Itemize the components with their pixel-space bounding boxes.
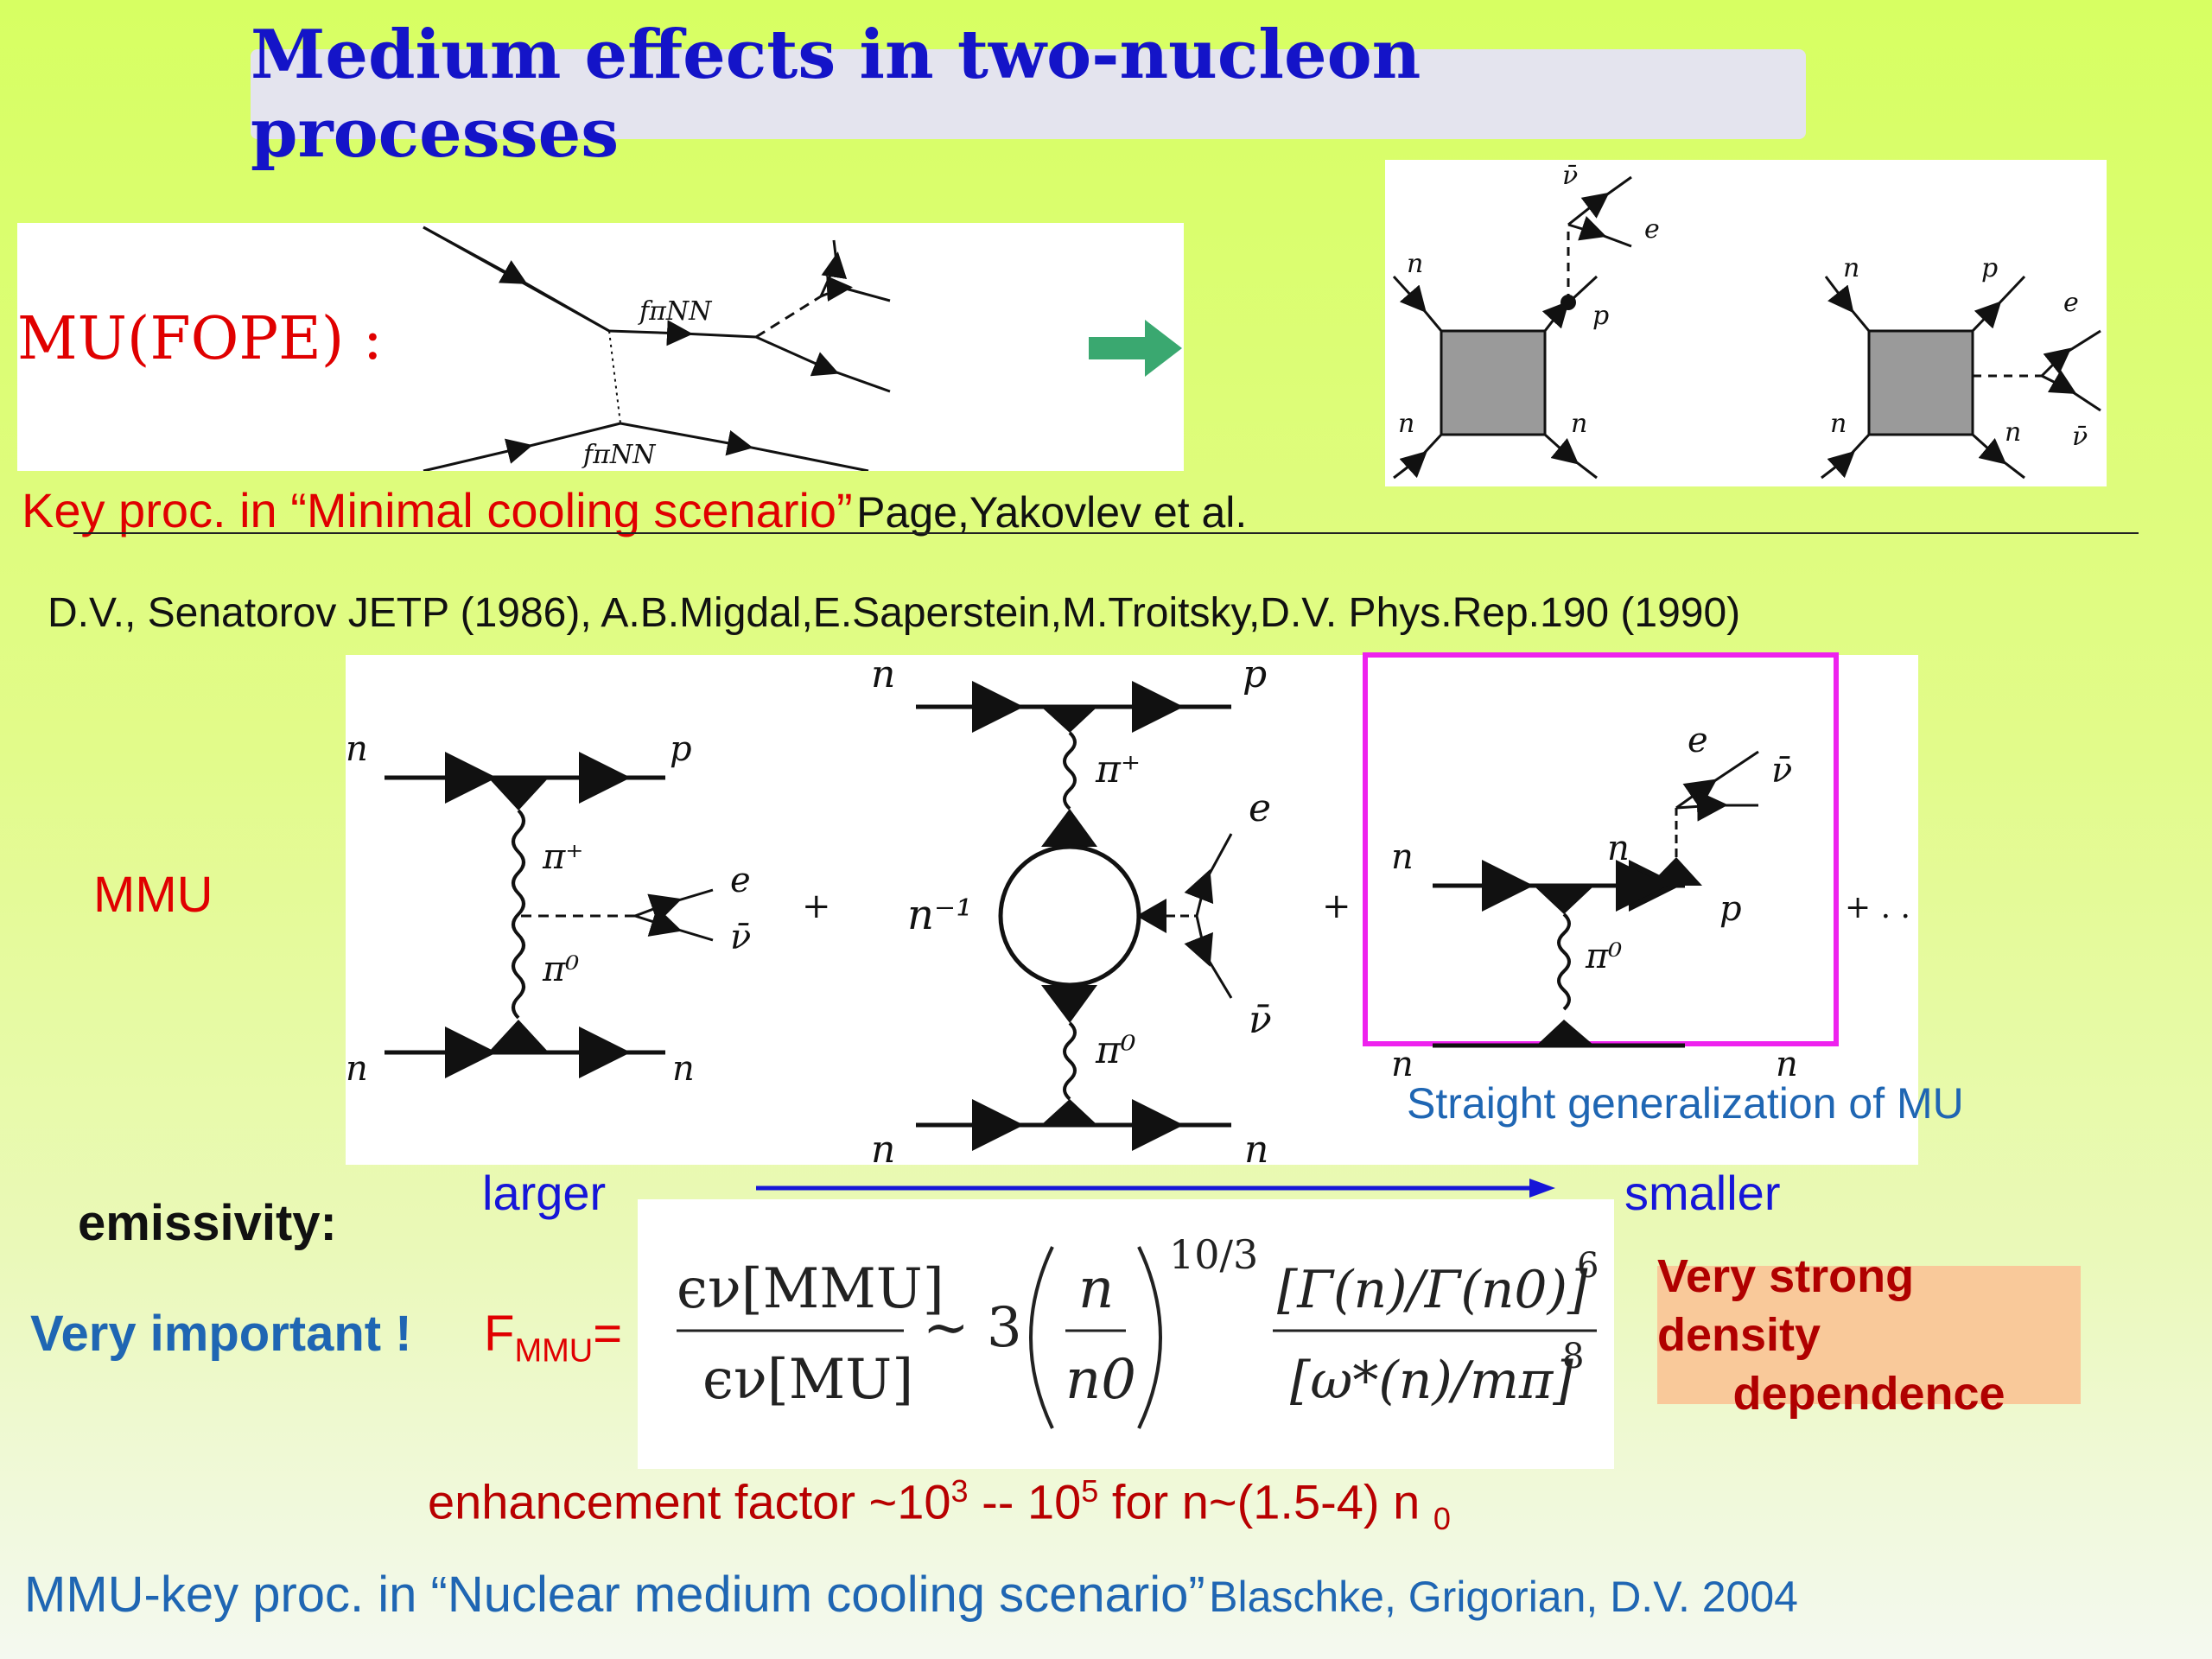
d3-nbl: n — [1391, 1045, 1414, 1084]
f-mmu-eq: = — [593, 1306, 623, 1362]
box-diagrams-panel: ν̄ e n p n n n p e n n ν̄ — [1385, 160, 2107, 486]
d3-nl: n — [1391, 837, 1414, 877]
f-mmu-f: F — [484, 1306, 515, 1362]
rd-p: p — [1981, 253, 1998, 283]
d2-pizero: π⁰ — [1095, 1028, 1136, 1072]
scale-smaller: smaller — [1624, 1166, 1781, 1220]
ld-e: e — [1644, 214, 1660, 245]
page-title: Medium effects in two-nucleon processes — [251, 16, 1806, 173]
enh-sub: 0 — [1433, 1500, 1451, 1536]
enh-mid: -- 10 — [968, 1474, 1082, 1529]
very-important: Very important ! — [30, 1306, 412, 1362]
box-diagrams: ν̄ e n p n n n p e n n ν̄ — [1392, 161, 2101, 480]
mmu-label: MMU — [93, 867, 213, 923]
lhs-den: ϵν[MU] — [702, 1348, 913, 1412]
rd-nbl: n — [1830, 409, 1847, 439]
ld-nbr: n — [1571, 409, 1587, 439]
plus-2: + — [1322, 887, 1351, 926]
rhs-num: [Γ(n)/Γ(n0)] — [1277, 1260, 1588, 1320]
straight-generalization: Straight generalization of MU — [1407, 1079, 1964, 1128]
rhs-num-exp: 6 — [1577, 1246, 1599, 1286]
density-line1: Very strong density — [1657, 1250, 1915, 1361]
d1-nubar: ν̄ — [730, 918, 751, 957]
d3-nubar: ν̄ — [1771, 751, 1792, 791]
emissivity-label: emissivity: — [78, 1195, 337, 1251]
d3-p: p — [1719, 889, 1742, 929]
d2-p: p — [1243, 652, 1267, 696]
enhancement: enhancement factor ~103 -- 105 for n~(1.… — [428, 1473, 1451, 1537]
f-mmu-sub: MMU — [514, 1332, 594, 1370]
density-box: Very strong density dependence — [1657, 1250, 2081, 1420]
d1-p: p — [670, 729, 692, 769]
d1-nbl: n — [346, 1049, 368, 1089]
vertex-label-bottom: fπNN — [582, 440, 657, 470]
ld-p: p — [1592, 301, 1609, 331]
enh-prefix: enhancement factor ~10 — [428, 1474, 951, 1529]
footer: MMU-key proc. in “Nuclear medium cooling… — [24, 1566, 1798, 1624]
frac-n: n — [1078, 1257, 1114, 1321]
d3-nbr: n — [1776, 1045, 1798, 1084]
formula: ϵν[MMU] ϵν[MU] ∼ 3 n n0 10/3 [Γ(n)/Γ(n0)… — [677, 1231, 1599, 1429]
key-proc-ref: Page,Yakovlev et al. — [856, 488, 1248, 537]
key-proc-text: Key proc. in “Minimal cooling scenario” — [22, 483, 853, 537]
references: D.V., Senatorov JETP (1986), A.B.Migdal,… — [48, 590, 1741, 636]
d2-piplus: π⁺ — [1095, 747, 1141, 791]
d1-e: e — [730, 861, 751, 900]
rd-nbr: n — [2005, 417, 2021, 448]
ellipsis: + . . . — [1845, 890, 1918, 925]
key-proc-line: Key proc. in “Minimal cooling scenario” … — [22, 482, 1247, 538]
d2-nbl: n — [871, 1128, 895, 1172]
d3-pizero: π⁰ — [1585, 937, 1622, 976]
vertex-label-top: fπNN — [638, 296, 713, 327]
ld-top: ν̄ — [1562, 161, 1578, 191]
d2-nbr: n — [1244, 1128, 1268, 1172]
ld-nbl: n — [1398, 409, 1414, 439]
d2-ntl: n — [871, 652, 895, 696]
rd-e: e — [2063, 288, 2079, 318]
rhs-den: [ω*(n)/mπ] — [1290, 1351, 1573, 1411]
lhs-num: ϵν[MMU] — [677, 1257, 944, 1321]
divider — [73, 532, 2139, 534]
rhs-den-exp: 8 — [1562, 1337, 1584, 1376]
enh-exp2: 5 — [1081, 1473, 1099, 1509]
frac-n0: n0 — [1065, 1348, 1136, 1412]
d2-ninv: n⁻¹ — [907, 891, 973, 939]
d1-ntl: n — [346, 729, 368, 769]
d3-nmid: n — [1607, 829, 1630, 868]
exponent: 10/3 — [1169, 1231, 1258, 1278]
enh-exp1: 3 — [950, 1473, 969, 1509]
enh-suffix: for n~(1.5-4) n — [1098, 1474, 1433, 1529]
green-arrow-icon — [1089, 320, 1182, 377]
density-line2: dependence — [1732, 1368, 2005, 1420]
mu-fope-diagram: fπNN fπNN — [423, 226, 891, 471]
d3-e: e — [1688, 721, 1708, 760]
scale-arrow-icon — [756, 1179, 1555, 1198]
ld-ntl: n — [1407, 249, 1423, 279]
d2-nubar: ν̄ — [1249, 998, 1272, 1042]
d1-piplus: π⁺ — [542, 837, 583, 877]
d2-e: e — [1249, 786, 1271, 830]
footer-text: MMU-key proc. in “Nuclear medium cooling… — [24, 1567, 1205, 1623]
mu-fope-panel: MU(FOPE) : fπNN fπNN — [17, 223, 1184, 471]
rd-ntl: n — [1843, 253, 1859, 283]
rd-nubar: ν̄ — [2072, 422, 2088, 452]
scale-larger: larger — [482, 1166, 607, 1220]
mu-fope-label: MU(FOPE) : — [17, 305, 383, 373]
formula-panel: ϵν[MMU] ϵν[MU] ∼ 3 n n0 10/3 [Γ(n)/Γ(n0)… — [638, 1199, 1614, 1469]
mmu-diagrams: n p π⁺ π⁰ e ν̄ n n + n p π⁺ n⁻¹ e ν̄ π⁰ … — [346, 652, 1918, 1172]
footer-ref: Blaschke, Grigorian, D.V. 2004 — [1209, 1573, 1798, 1621]
plus-1: + — [802, 887, 831, 926]
d1-nbr: n — [672, 1049, 695, 1089]
d1-pizero: π⁰ — [542, 950, 579, 989]
sim: ∼ 3 — [923, 1296, 1022, 1360]
f-mmu: FMMU= — [484, 1305, 622, 1370]
